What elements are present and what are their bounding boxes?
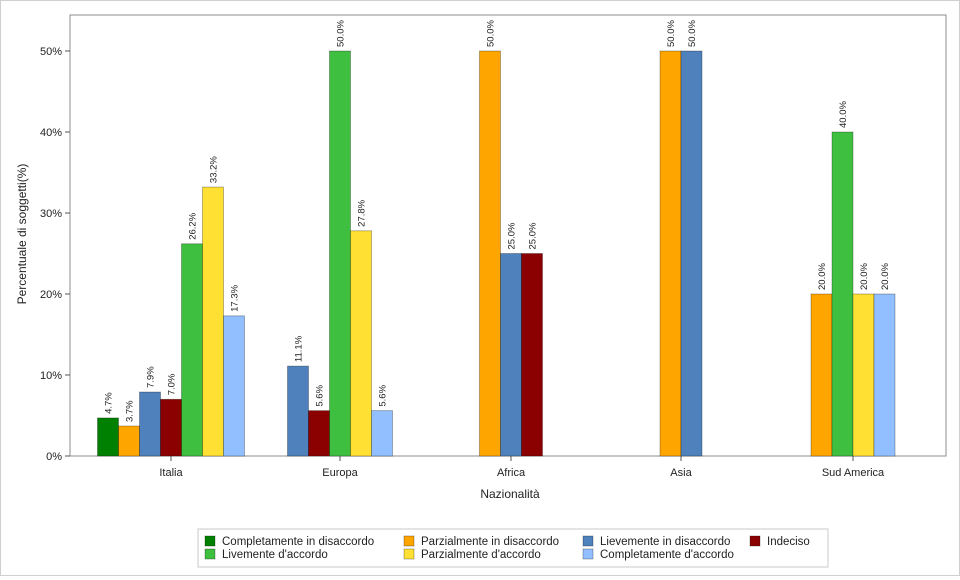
- data-label: 11.1%: [294, 335, 305, 362]
- legend-label: Parzialmente in disaccordo: [421, 536, 559, 548]
- legend-label: Completamente d'accordo: [600, 549, 734, 561]
- legend-label: Lievemente in disaccordo: [600, 536, 730, 548]
- legend-box: [197, 528, 829, 568]
- bar: [873, 293, 896, 457]
- legend: Completamente in disaccordo Parzialmente …: [197, 528, 829, 568]
- bar: [680, 50, 703, 457]
- data-label: 40.0%: [838, 101, 849, 128]
- bar: [659, 50, 682, 457]
- data-label: 33.2%: [209, 156, 220, 183]
- legend-swatch: [204, 535, 216, 547]
- data-label: 20.0%: [859, 263, 870, 290]
- y-axis-title: Percentuale di soggetti(%): [15, 164, 29, 305]
- bar: [329, 50, 351, 457]
- x-tick-label: Italia: [159, 467, 183, 479]
- legend-label: Livemente d'accordo: [222, 549, 328, 561]
- x-axis-title: Nazionalità: [480, 487, 540, 501]
- data-label: 50.0%: [666, 20, 677, 47]
- bar: [371, 410, 393, 457]
- y-tick-label: 40%: [40, 127, 62, 139]
- y-tick-label: 10%: [40, 370, 62, 382]
- bar: [97, 417, 119, 457]
- data-label: 27.8%: [357, 199, 368, 226]
- y-tick-label: 50%: [40, 46, 62, 58]
- x-tick-label: Africa: [497, 467, 526, 479]
- bar: [160, 398, 182, 457]
- legend-label: Indeciso: [767, 536, 810, 548]
- data-label: 4.7%: [104, 392, 115, 414]
- data-label: 5.6%: [378, 384, 389, 406]
- bar: [139, 391, 161, 457]
- bar: [500, 253, 522, 457]
- legend-swatch: [749, 535, 761, 547]
- bar: [223, 315, 245, 457]
- bar: [287, 365, 309, 457]
- legend-swatch: [403, 548, 415, 560]
- x-tick-label: Asia: [670, 467, 692, 479]
- data-label: 7.0%: [167, 373, 178, 395]
- bar: [202, 186, 224, 457]
- legend-label: Parzialmente d'accordo: [421, 549, 541, 561]
- x-tick-label: Sud America: [822, 467, 885, 479]
- data-label: 20.0%: [880, 263, 891, 290]
- legend-swatch: [582, 535, 594, 547]
- data-label: 50.0%: [687, 20, 698, 47]
- data-label: 26.2%: [188, 212, 199, 239]
- bar: [181, 243, 203, 457]
- data-label: 50.0%: [486, 20, 497, 47]
- data-label: 25.0%: [507, 222, 518, 249]
- bar: [479, 50, 501, 457]
- bars: [97, 50, 896, 457]
- data-label: 5.6%: [315, 384, 326, 406]
- data-label: 7.9%: [146, 366, 157, 388]
- data-label: 3.7%: [125, 400, 136, 422]
- legend-swatch: [204, 548, 216, 560]
- bar: [521, 253, 543, 457]
- data-label: 25.0%: [528, 222, 539, 249]
- data-labels: 4.7% 3.7% 7.9% 7.0% 26.2% 33.2% 17.3% 11.1% 5.6%…: [104, 20, 892, 423]
- legend-swatch: [403, 535, 415, 547]
- y-tick-label: 30%: [40, 208, 62, 220]
- bar: [308, 410, 330, 457]
- legend-label: Completamente in disaccordo: [222, 536, 374, 548]
- x-tick-label: Europa: [322, 467, 358, 479]
- bar: [831, 131, 854, 457]
- bar: [350, 230, 372, 457]
- data-label: 50.0%: [336, 20, 347, 47]
- data-label: 20.0%: [817, 263, 828, 290]
- data-label: 17.3%: [230, 284, 241, 311]
- bar: [810, 293, 833, 457]
- y-tick-label: 20%: [40, 289, 62, 301]
- y-tick-label: 0%: [46, 451, 62, 463]
- bar: [118, 425, 140, 457]
- legend-swatch: [582, 548, 594, 560]
- bar: [852, 293, 875, 457]
